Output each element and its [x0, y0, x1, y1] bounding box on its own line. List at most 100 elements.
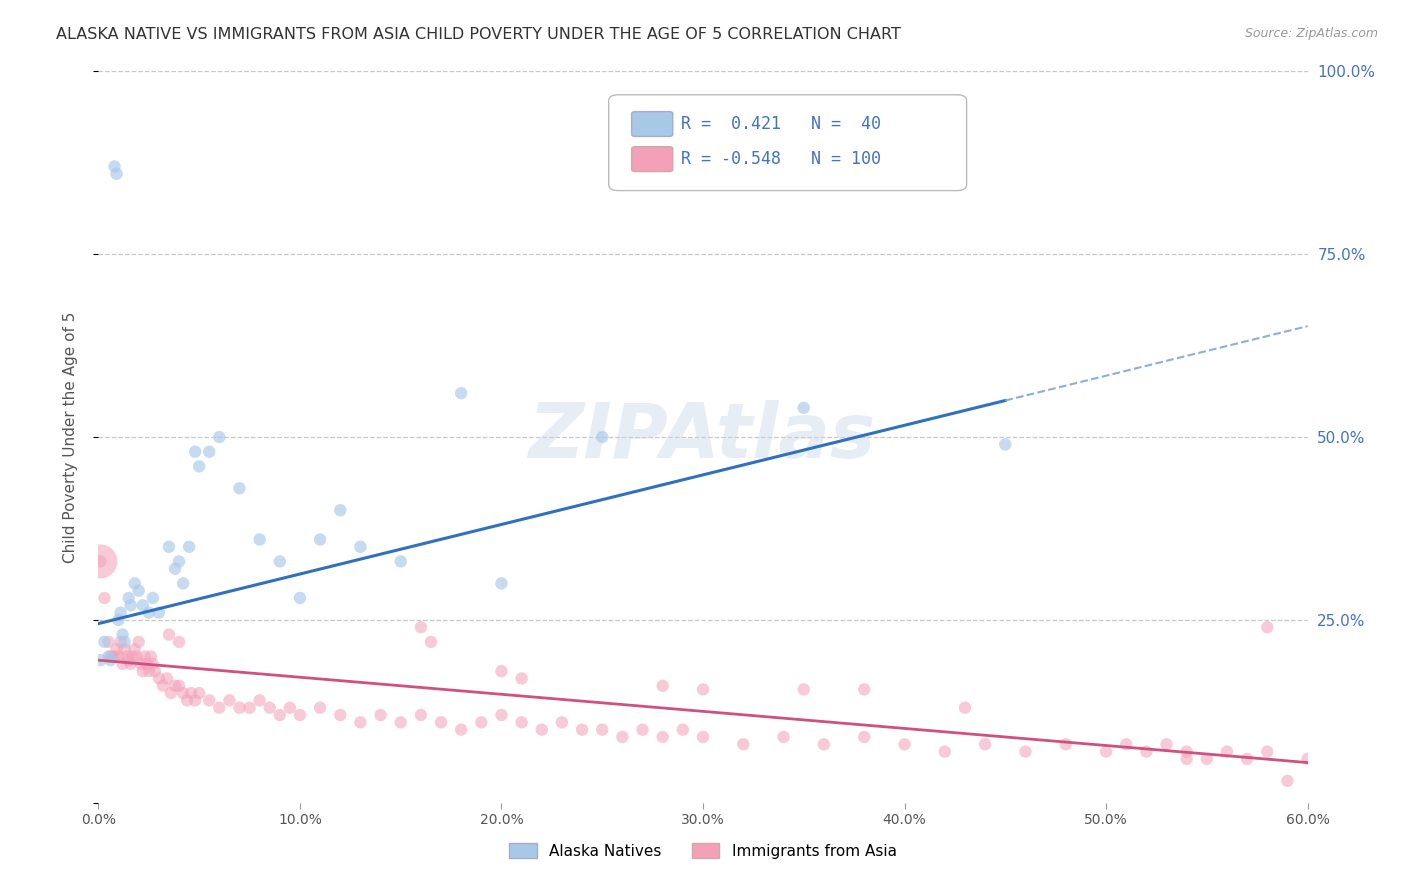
Point [184, 693, 207, 707]
Point [591, 430, 613, 444]
Point [198, 444, 221, 458]
Point [167, 635, 190, 649]
Text: Source: ZipAtlas.com: Source: ZipAtlas.com [1244, 27, 1378, 40]
Point [120, 599, 142, 613]
Point [167, 679, 190, 693]
FancyBboxPatch shape [631, 146, 672, 171]
Point [853, 682, 876, 697]
Point [135, 657, 157, 671]
Point [239, 700, 262, 714]
Point [288, 708, 311, 723]
FancyBboxPatch shape [609, 95, 966, 191]
Point [551, 715, 574, 730]
Point [118, 653, 141, 667]
Point [110, 606, 132, 620]
Point [129, 657, 152, 671]
Point [974, 737, 997, 751]
Point [163, 562, 186, 576]
Point [409, 620, 432, 634]
Point [118, 591, 141, 605]
Point [1014, 745, 1036, 759]
Point [953, 700, 976, 714]
Point [1095, 745, 1118, 759]
Point [1054, 737, 1077, 751]
Point [89, 554, 111, 568]
Point [132, 664, 155, 678]
Point [430, 715, 453, 730]
Point [733, 737, 755, 751]
Point [100, 649, 122, 664]
Point [132, 599, 155, 613]
Point [103, 160, 125, 174]
Point [97, 649, 120, 664]
Point [329, 708, 352, 723]
Point [125, 649, 148, 664]
Point [128, 635, 150, 649]
Point [107, 613, 129, 627]
Point [370, 708, 392, 723]
Point [93, 591, 115, 605]
Point [510, 715, 533, 730]
Point [692, 730, 714, 744]
Point [107, 649, 129, 664]
Point [1175, 752, 1198, 766]
Point [124, 576, 146, 591]
Point [218, 693, 240, 707]
Point [121, 649, 143, 664]
Point [89, 653, 111, 667]
Point [163, 679, 186, 693]
Point [389, 715, 412, 730]
Point [124, 642, 146, 657]
Point [651, 679, 673, 693]
Text: ALASKA NATIVE VS IMMIGRANTS FROM ASIA CHILD POVERTY UNDER THE AGE OF 5 CORRELATI: ALASKA NATIVE VS IMMIGRANTS FROM ASIA CH… [56, 27, 901, 42]
Point [93, 635, 115, 649]
Point [228, 700, 250, 714]
Point [208, 430, 231, 444]
Point [128, 583, 150, 598]
Point [138, 606, 160, 620]
Point [115, 649, 138, 664]
Point [139, 649, 162, 664]
Point [179, 540, 201, 554]
Point [1256, 620, 1278, 634]
Point [148, 672, 170, 686]
Point [631, 723, 654, 737]
Point [249, 693, 271, 707]
Point [103, 649, 125, 664]
Point [176, 693, 198, 707]
Point [470, 715, 492, 730]
Text: R = -0.548   N = 100: R = -0.548 N = 100 [682, 150, 882, 168]
Point [1216, 745, 1239, 759]
Point [1175, 745, 1198, 759]
Point [89, 554, 111, 568]
Legend: Alaska Natives, Immigrants from Asia: Alaska Natives, Immigrants from Asia [503, 837, 903, 864]
Y-axis label: Child Poverty Under the Age of 5: Child Poverty Under the Age of 5 [63, 311, 77, 563]
Point [1195, 752, 1218, 766]
Point [591, 723, 613, 737]
Point [571, 723, 593, 737]
Point [97, 635, 120, 649]
Point [1277, 773, 1299, 788]
Point [143, 664, 166, 678]
Point [1236, 752, 1258, 766]
Point [389, 554, 412, 568]
Point [491, 576, 513, 591]
Point [228, 481, 250, 495]
Text: R =  0.421   N =  40: R = 0.421 N = 40 [682, 115, 882, 133]
Point [180, 686, 202, 700]
Point [114, 635, 136, 649]
Point [157, 627, 180, 641]
Point [793, 682, 815, 697]
Point [156, 672, 179, 686]
Text: ZIPAtlas: ZIPAtlas [529, 401, 877, 474]
Point [672, 723, 695, 737]
Point [172, 576, 194, 591]
Point [188, 686, 211, 700]
Point [309, 700, 332, 714]
Point [142, 591, 165, 605]
Point [184, 444, 207, 458]
Point [134, 649, 156, 664]
Point [110, 635, 132, 649]
Point [772, 730, 794, 744]
Point [101, 649, 124, 664]
